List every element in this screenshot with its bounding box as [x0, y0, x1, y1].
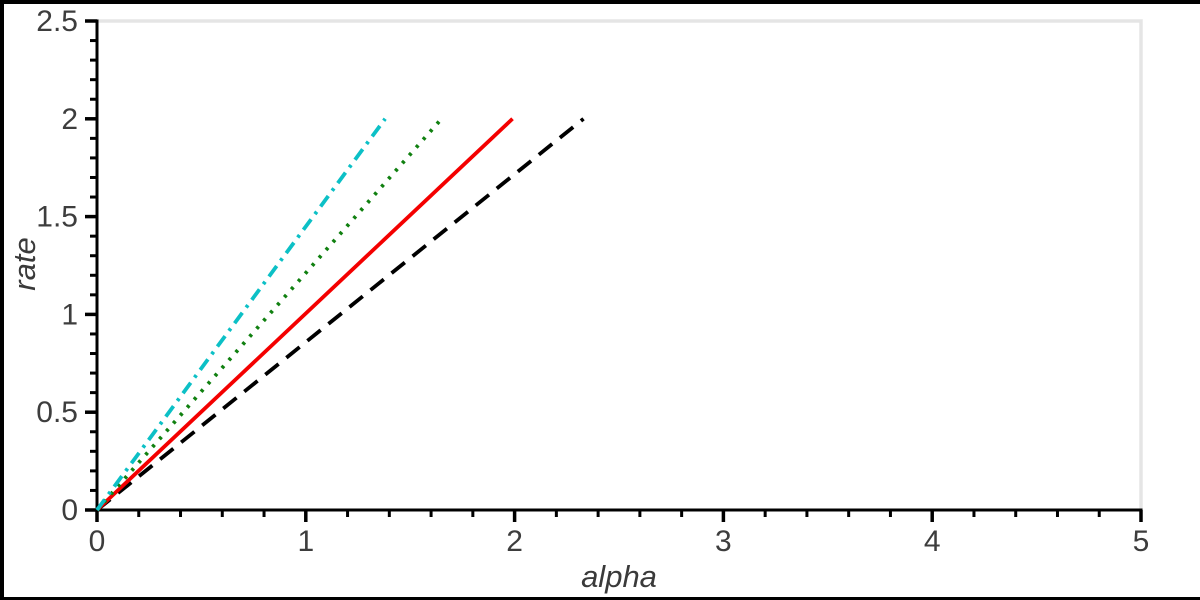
plot-green-dotted-line [95, 117, 443, 512]
y-tick-label: 2.5 [36, 5, 78, 38]
plot-cyan-dashdot-line [95, 117, 387, 512]
screen-border-left [0, 0, 4, 600]
screen-border-top [0, 0, 1200, 4]
plot-frame-top-right [97, 19, 1143, 510]
x-axis-label: alpha [581, 559, 657, 594]
plot-black-dashed-line [95, 117, 585, 512]
y-tick-label: 2 [61, 103, 78, 136]
x-tick-label: 5 [1133, 525, 1150, 558]
x-tick-label: 0 [89, 525, 106, 558]
x-tick-label: 4 [924, 525, 941, 558]
y-tick-label: 0.5 [36, 396, 78, 429]
y-tick-label: 1 [61, 298, 78, 331]
axes-spines [95, 19, 1143, 512]
screen-border-bottom [0, 597, 1200, 600]
x-tick-label: 3 [715, 525, 732, 558]
y-tick-label: 1.5 [36, 201, 78, 234]
plot-red-solid-line [95, 117, 514, 512]
y-tick-label: 0 [61, 494, 78, 527]
y-axis-label: rate [7, 237, 42, 291]
x-tick-label: 2 [506, 525, 523, 558]
x-tick-label: 1 [297, 525, 314, 558]
